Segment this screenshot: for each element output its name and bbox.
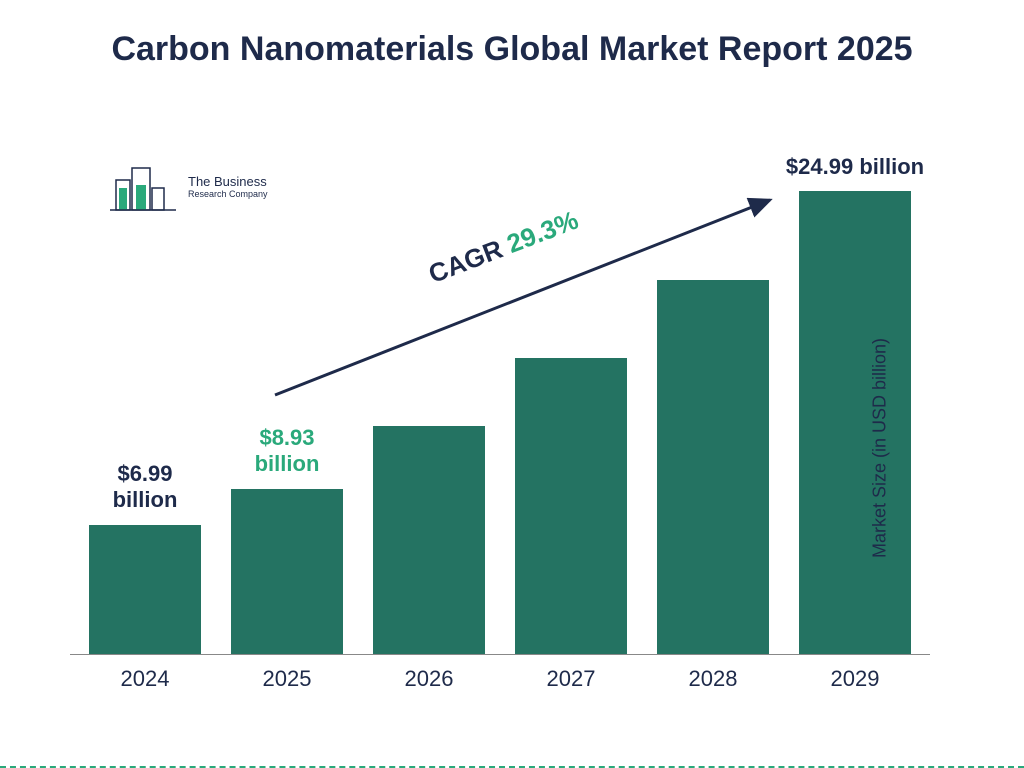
trend-arrow-icon [260, 180, 790, 410]
y-axis-label: Market Size (in USD billion) [869, 338, 890, 558]
bar-2029 [799, 191, 911, 654]
value-label-2029: $24.99 billion [786, 154, 924, 180]
x-tick-label: 2029 [831, 666, 880, 692]
chart-title: Carbon Nanomaterials Global Market Repor… [0, 0, 1024, 81]
x-tick-label: 2024 [121, 666, 170, 692]
x-tick-label: 2027 [547, 666, 596, 692]
chart-area: The Business Research Company CAGR 29.3%… [70, 140, 950, 700]
x-tick-label: 2028 [689, 666, 738, 692]
bar-2024 [89, 525, 201, 654]
bar-2026 [373, 426, 485, 654]
value-label-2024: $6.99billion [113, 461, 178, 514]
bar-2025 [231, 489, 343, 654]
x-tick-label: 2026 [405, 666, 454, 692]
cagr-annotation: CAGR 29.3% [260, 180, 790, 410]
value-label-2025: $8.93billion [255, 425, 320, 478]
x-tick-label: 2025 [263, 666, 312, 692]
